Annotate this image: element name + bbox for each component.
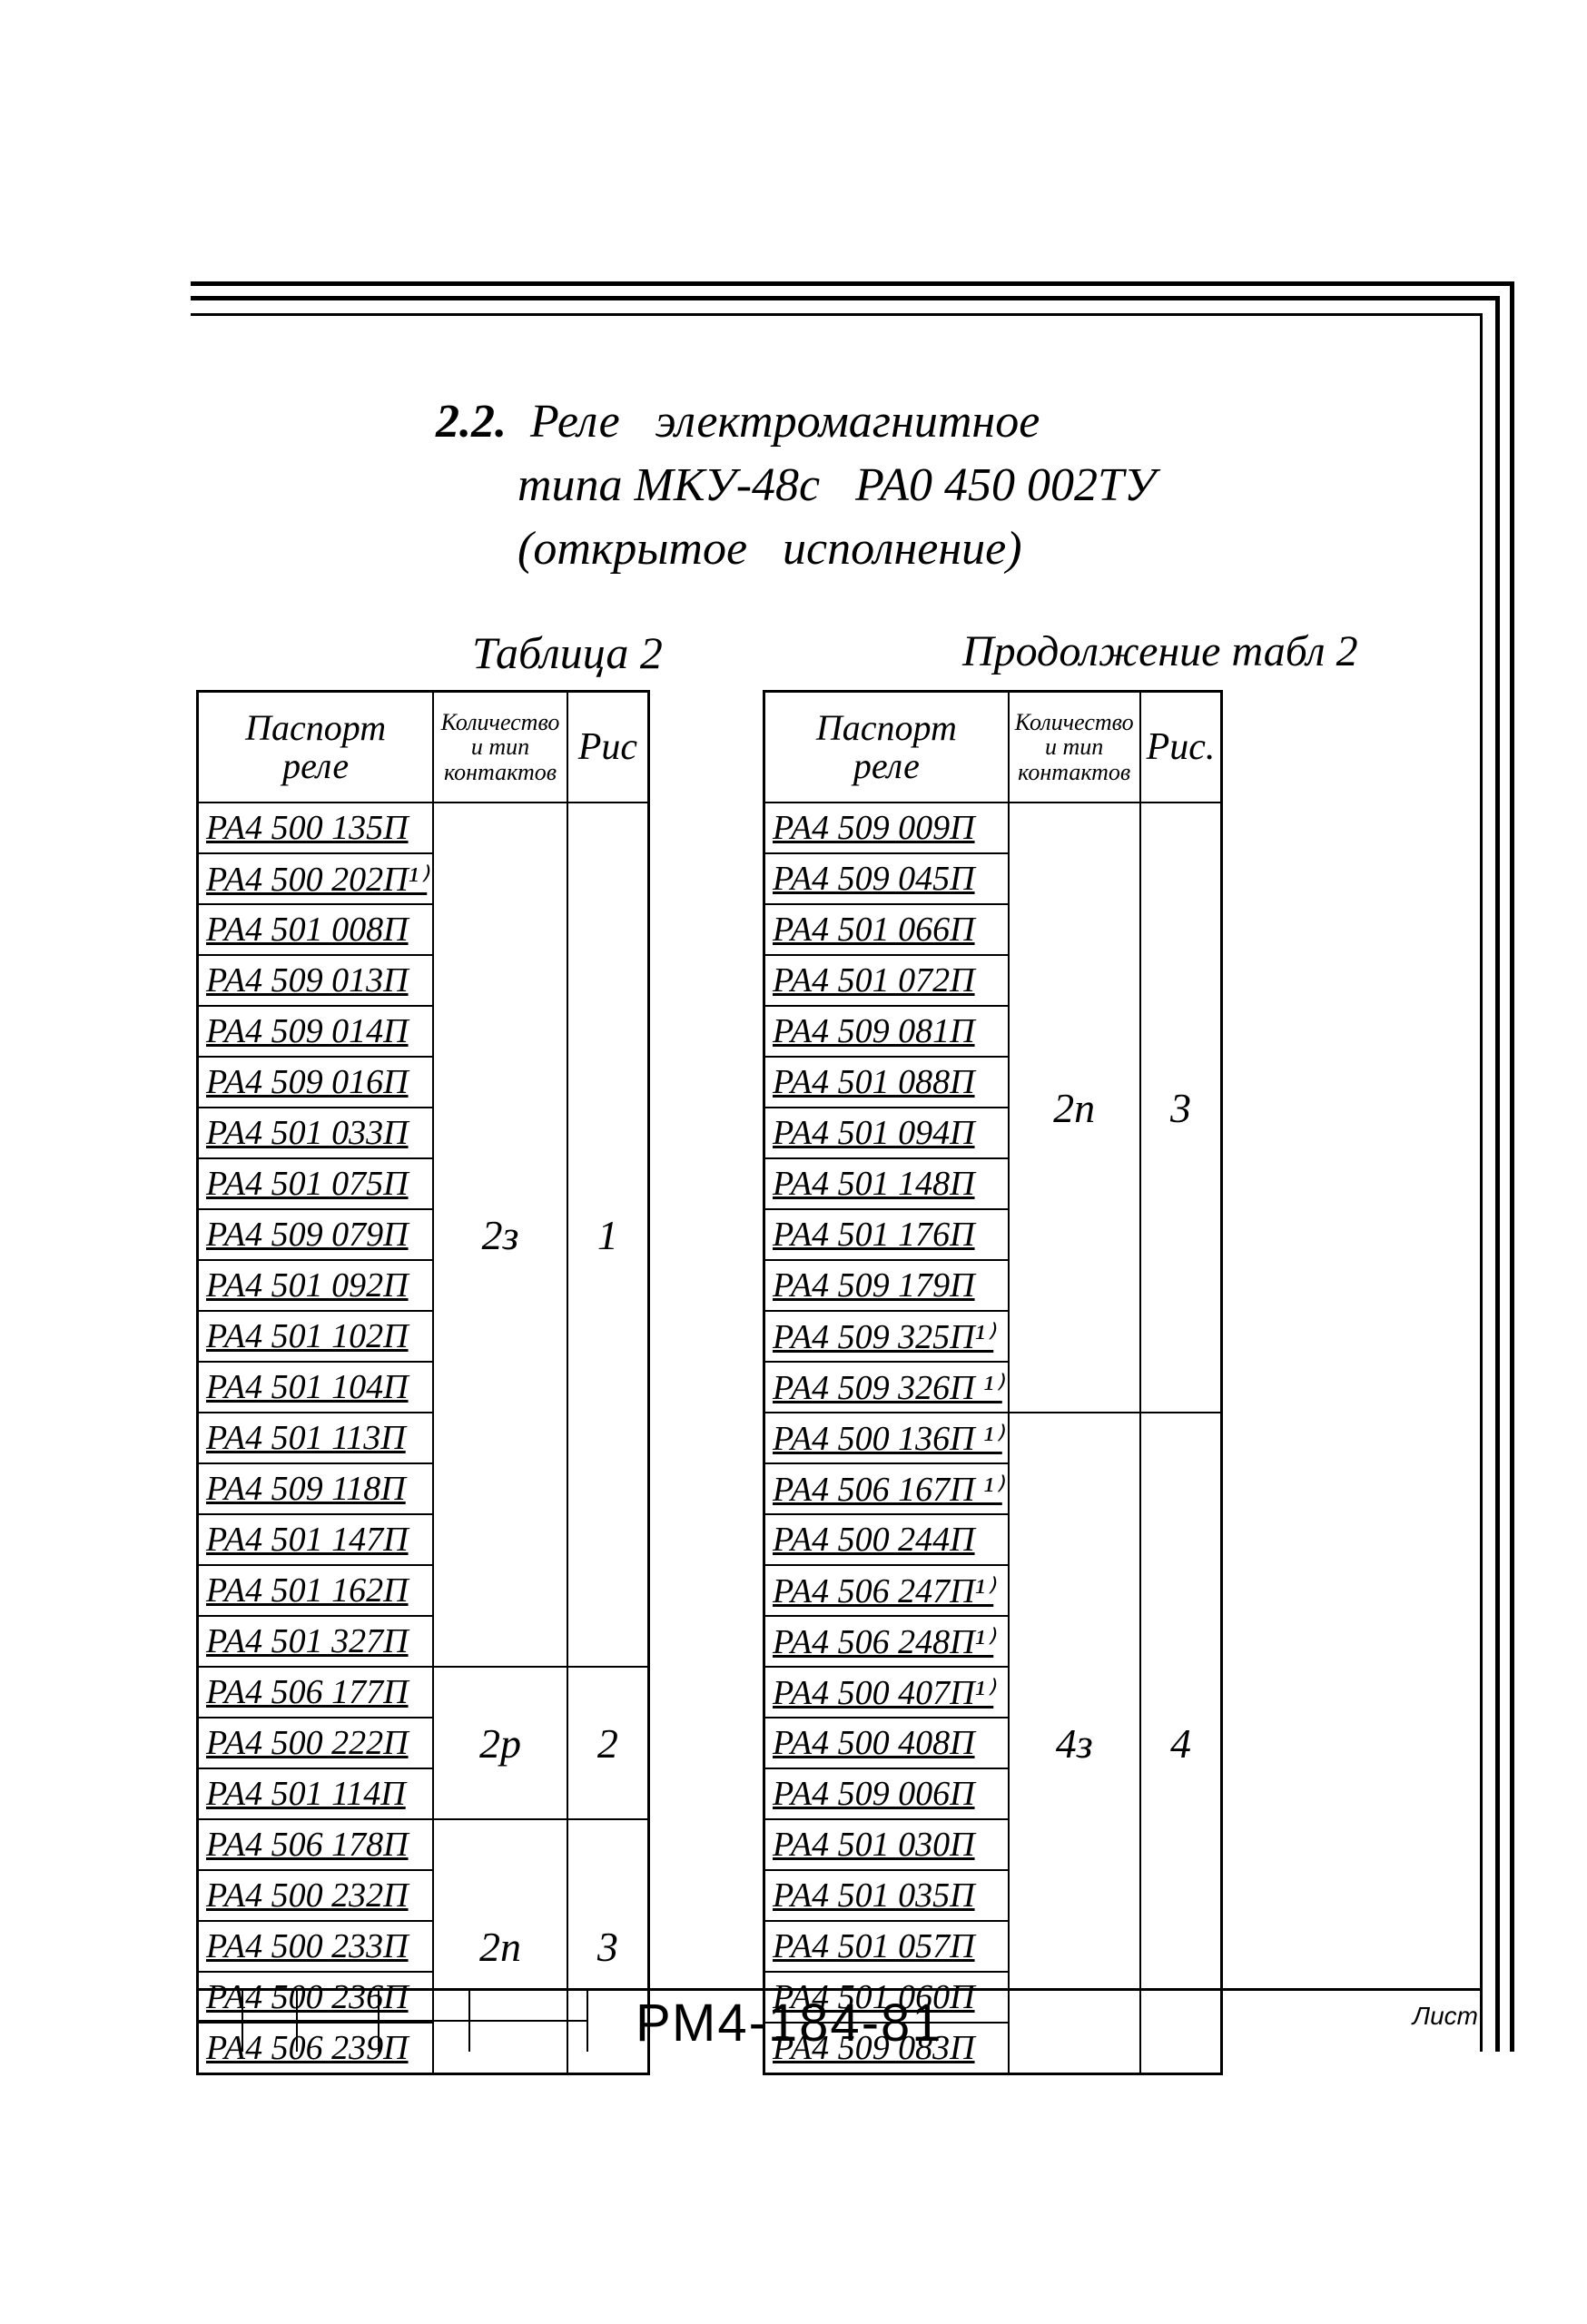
cell-qty: 2р bbox=[433, 1667, 567, 1819]
cell-passport: РА4 500 232П bbox=[198, 1870, 434, 1921]
cell-qty: 2з bbox=[433, 803, 567, 1667]
cell-passport: РА4 501 094П bbox=[764, 1108, 1009, 1158]
cell-passport: РА4 509 325П¹⁾ bbox=[764, 1311, 1009, 1362]
cell-passport: РА4 500 222П bbox=[198, 1718, 434, 1768]
col-fig: Рис bbox=[567, 692, 649, 803]
cell-passport: РА4 500 407П¹⁾ bbox=[764, 1667, 1009, 1718]
cell-passport: РА4 501 148П bbox=[764, 1158, 1009, 1209]
caption-table-right: Продолжение табл 2 bbox=[962, 626, 1358, 676]
document-code: РМ4-184-81 bbox=[636, 1993, 943, 2053]
heading-line-2: типа МКУ-48с РА0 450 002ТУ bbox=[436, 454, 1344, 517]
table-header-row: Паспортреле Количествои типконтактов Рис bbox=[198, 692, 649, 803]
cell-passport: РА4 509 016П bbox=[198, 1057, 434, 1108]
heading-line-3: (открытое исполнение) bbox=[436, 517, 1344, 581]
table-row: РА4 500 135П2з1 bbox=[198, 803, 649, 853]
cell-passport: РА4 509 014П bbox=[198, 1006, 434, 1057]
cell-passport: РА4 501 327П bbox=[198, 1616, 434, 1667]
table-row: РА4 500 136П ¹⁾4з4 bbox=[764, 1413, 1222, 1463]
cell-passport: РА4 501 072П bbox=[764, 955, 1009, 1006]
cell-passport: РА4 501 102П bbox=[198, 1311, 434, 1362]
cell-passport: РА4 500 202П¹⁾ bbox=[198, 853, 434, 904]
cell-passport: РА4 501 066П bbox=[764, 904, 1009, 955]
col-passport: Паспортреле bbox=[198, 692, 434, 803]
cell-passport: РА4 501 057П bbox=[764, 1921, 1009, 1972]
cell-passport: РА4 500 233П bbox=[198, 1921, 434, 1972]
cell-passport: РА4 501 113П bbox=[198, 1413, 434, 1463]
section-heading: 2.2. Реле электромагнитное типа МКУ-48с … bbox=[436, 390, 1344, 582]
cell-passport: РА4 509 013П bbox=[198, 955, 434, 1006]
cell-passport: РА4 501 075П bbox=[198, 1158, 434, 1209]
cell-passport: РА4 501 033П bbox=[198, 1108, 434, 1158]
cell-passport: РА4 501 092П bbox=[198, 1260, 434, 1311]
table-row: РА4 506 177П2р2 bbox=[198, 1667, 649, 1718]
cell-passport: РА4 501 008П bbox=[198, 904, 434, 955]
caption-table-left: Таблица 2 bbox=[472, 626, 663, 679]
cell-passport: РА4 501 104П bbox=[198, 1362, 434, 1413]
cell-fig: 1 bbox=[567, 803, 649, 1667]
col-passport: Паспортреле bbox=[764, 692, 1009, 803]
col-qty: Количествои типконтактов bbox=[433, 692, 567, 803]
cell-passport: РА4 506 177П bbox=[198, 1667, 434, 1718]
table-right: Паспортреле Количествои типконтактов Рис… bbox=[763, 690, 1223, 2075]
table-header-row: Паспортреле Количествои типконтактов Рис… bbox=[764, 692, 1222, 803]
cell-passport: РА4 500 136П ¹⁾ bbox=[764, 1413, 1009, 1463]
cell-passport: РА4 500 135П bbox=[198, 803, 434, 853]
col-fig: Рис. bbox=[1140, 692, 1222, 803]
cell-passport: РА4 509 006П bbox=[764, 1768, 1009, 1819]
cell-passport: РА4 501 030П bbox=[764, 1819, 1009, 1870]
title-block-grid bbox=[196, 1988, 586, 2052]
cell-fig: 3 bbox=[1140, 803, 1222, 1413]
cell-passport: РА4 500 408П bbox=[764, 1718, 1009, 1768]
cell-passport: РА4 509 045П bbox=[764, 853, 1009, 904]
table-row: РА4 506 178П2п3 bbox=[198, 1819, 649, 1870]
heading-line-1: Реле электромагнитное bbox=[530, 396, 1040, 448]
table-left: Паспортреле Количествои типконтактов Рис… bbox=[196, 690, 650, 2075]
cell-passport: РА4 506 248П¹⁾ bbox=[764, 1616, 1009, 1667]
cell-passport: РА4 501 176П bbox=[764, 1209, 1009, 1260]
table-row: РА4 509 009П2п3 bbox=[764, 803, 1222, 853]
cell-passport: РА4 509 326П ¹⁾ bbox=[764, 1362, 1009, 1413]
cell-passport: РА4 509 179П bbox=[764, 1260, 1009, 1311]
cell-fig: 4 bbox=[1140, 1413, 1222, 2074]
cell-passport: РА4 509 009П bbox=[764, 803, 1009, 853]
cell-passport: РА4 501 114П bbox=[198, 1768, 434, 1819]
cell-passport: РА4 501 162П bbox=[198, 1565, 434, 1616]
cell-passport: РА4 506 247П¹⁾ bbox=[764, 1565, 1009, 1616]
cell-passport: РА4 509 079П bbox=[198, 1209, 434, 1260]
cell-qty: 4з bbox=[1009, 1413, 1140, 2074]
cell-passport: РА4 509 118П bbox=[198, 1463, 434, 1514]
cell-fig: 2 bbox=[567, 1667, 649, 1819]
col-qty: Количествои типконтактов bbox=[1009, 692, 1140, 803]
cell-passport: РА4 501 035П bbox=[764, 1870, 1009, 1921]
sheet-label: Лист bbox=[1413, 2002, 1478, 2031]
cell-passport: РА4 501 147П bbox=[198, 1514, 434, 1565]
section-number: 2.2. bbox=[436, 396, 507, 448]
cell-passport: РА4 501 088П bbox=[764, 1057, 1009, 1108]
cell-passport: РА4 509 081П bbox=[764, 1006, 1009, 1057]
cell-qty: 2п bbox=[1009, 803, 1140, 1413]
cell-passport: РА4 506 167П ¹⁾ bbox=[764, 1463, 1009, 1514]
cell-passport: РА4 500 244П bbox=[764, 1514, 1009, 1565]
cell-passport: РА4 506 178П bbox=[198, 1819, 434, 1870]
